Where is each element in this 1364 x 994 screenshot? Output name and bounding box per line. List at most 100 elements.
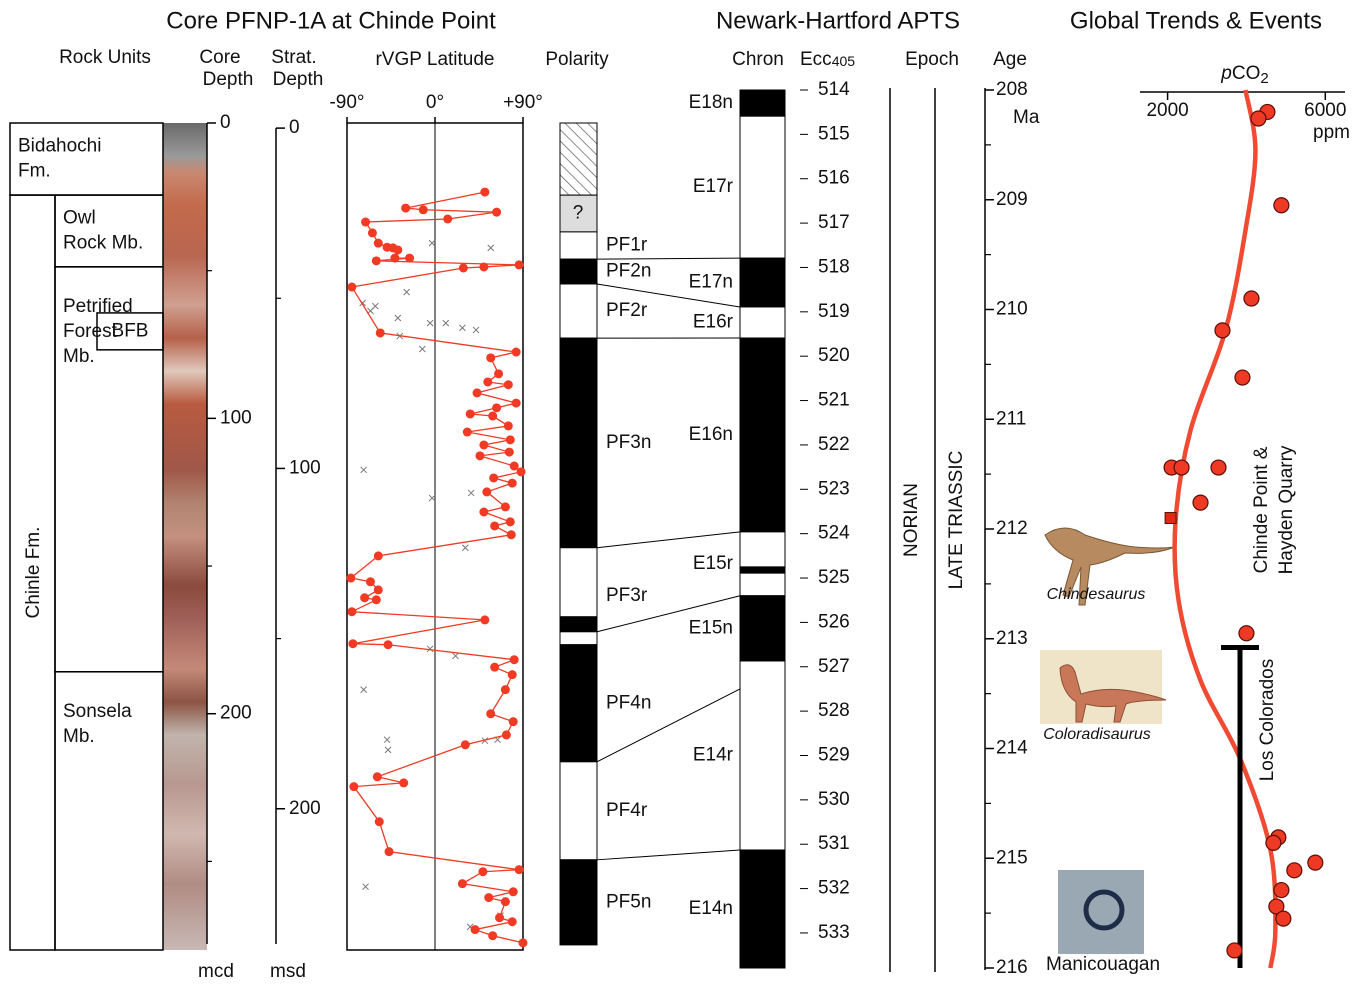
- pco2-point: [1214, 322, 1231, 339]
- tick-label: 208: [996, 79, 1028, 100]
- tick-label: 516: [818, 168, 850, 189]
- tick-label: 0: [289, 117, 300, 138]
- chron-label: E14n: [689, 898, 733, 919]
- correlation-line: [596, 283, 741, 308]
- vgp-point: [516, 467, 526, 477]
- chron-label: PF1r: [606, 235, 648, 256]
- vgp-point: [500, 502, 510, 512]
- vgp-point: [503, 421, 513, 431]
- apts-zone: [739, 849, 786, 969]
- chron-label: E16n: [689, 424, 733, 445]
- rock-unit-label: Sonsela: [63, 701, 132, 722]
- chindesaurus-image: [1044, 527, 1176, 606]
- vgp-point: [480, 615, 490, 625]
- tick-label: 210: [996, 299, 1028, 320]
- column-header: Chron: [732, 49, 784, 70]
- vgp-point: [500, 685, 510, 695]
- tick-label: 521: [818, 390, 850, 411]
- tick-label: 525: [818, 567, 850, 588]
- vgp-point: [509, 655, 519, 665]
- correlation-line: [596, 257, 741, 260]
- apts-zone: [739, 306, 786, 339]
- unit-label: ppm: [1313, 122, 1350, 143]
- apts-zone: [739, 572, 786, 597]
- vgp-point: [482, 487, 492, 497]
- rejected-point: [403, 288, 410, 296]
- pco2-point: [1273, 197, 1290, 214]
- rejected-point: [360, 466, 367, 474]
- vgp-point: [347, 282, 357, 292]
- vgp-point: [374, 817, 384, 827]
- tick-label: 100: [289, 457, 321, 478]
- correlation-line: [596, 688, 741, 763]
- chron-label: PF5n: [606, 891, 651, 912]
- column-header: rVGP Latitude: [375, 49, 494, 70]
- polarity-zone: [559, 859, 598, 946]
- tick-label: 530: [818, 789, 850, 810]
- vgp-point: [347, 607, 357, 617]
- vgp-point: [373, 585, 383, 595]
- tick-label: 529: [818, 745, 850, 766]
- pco2-point: [1286, 862, 1303, 879]
- polarity-zone: [559, 283, 598, 339]
- vgp-point: [514, 865, 524, 875]
- unit-label: msd: [270, 961, 306, 982]
- polarity-zone: [559, 547, 598, 618]
- rejected-point: [428, 494, 436, 502]
- event-label: Los Colorados: [1257, 659, 1278, 782]
- tick-label: 522: [818, 434, 850, 455]
- vgp-point: [511, 398, 521, 408]
- coloradisaurus-image: [1040, 650, 1167, 724]
- rock-unit-label: Petrified: [63, 296, 133, 317]
- vgp-point: [401, 203, 411, 213]
- vgp-point: [367, 228, 377, 238]
- polarity-zone: [559, 337, 598, 549]
- pco2-point: [1210, 459, 1227, 476]
- column-header: Depth: [273, 69, 324, 90]
- event-label: Chinde Point &: [1251, 446, 1272, 573]
- vgp-point: [390, 253, 400, 263]
- column-header: Polarity: [545, 49, 609, 70]
- vgp-point: [479, 440, 489, 450]
- vgp-point: [372, 772, 382, 782]
- rock-unit-label: Chinle Fm.: [23, 527, 44, 619]
- x-tick-label: 2000: [1146, 100, 1188, 121]
- polarity-zone: [559, 616, 598, 633]
- image-caption: Chindesaurus: [1047, 586, 1146, 603]
- event-label: Hayden Quarry: [1276, 445, 1297, 574]
- polarity-zone: [559, 631, 598, 646]
- tick-label: 0: [220, 112, 231, 133]
- polarity-zone: [559, 258, 598, 285]
- vgp-point: [373, 551, 383, 561]
- pco2-point: [1226, 942, 1243, 959]
- vgp-point: [480, 187, 490, 197]
- tick-label: 514: [818, 79, 850, 100]
- tick-label: 215: [996, 847, 1028, 868]
- polarity-zone: [559, 194, 598, 233]
- x-tick-label: 0°: [426, 92, 444, 113]
- vgp-point: [365, 577, 375, 587]
- vgp-point: [508, 717, 518, 727]
- vgp-point: [492, 207, 502, 217]
- vgp-point: [475, 451, 485, 461]
- rejected-point: [459, 324, 466, 332]
- column-header: Depth: [203, 69, 254, 90]
- vgp-point: [508, 887, 518, 897]
- pco2-point: [1234, 369, 1251, 386]
- x-tick-label: -90°: [329, 92, 364, 113]
- vgp-point: [460, 740, 470, 750]
- polarity-zone: [559, 644, 598, 763]
- rock-unit-label: Rock Mb.: [63, 232, 143, 253]
- pco2-title: pCO2: [1220, 63, 1268, 87]
- tick-label: 528: [818, 700, 850, 721]
- vgp-point: [361, 217, 371, 227]
- vgp-point: [373, 238, 383, 248]
- unit-label: mcd: [198, 961, 234, 982]
- chron-label: E18n: [689, 92, 733, 113]
- vgp-point: [349, 782, 359, 792]
- vgp-point: [346, 573, 356, 583]
- tick-label: 519: [818, 301, 850, 322]
- rock-unit-label: Fm.: [18, 161, 51, 182]
- chron-label: E14r: [693, 745, 734, 766]
